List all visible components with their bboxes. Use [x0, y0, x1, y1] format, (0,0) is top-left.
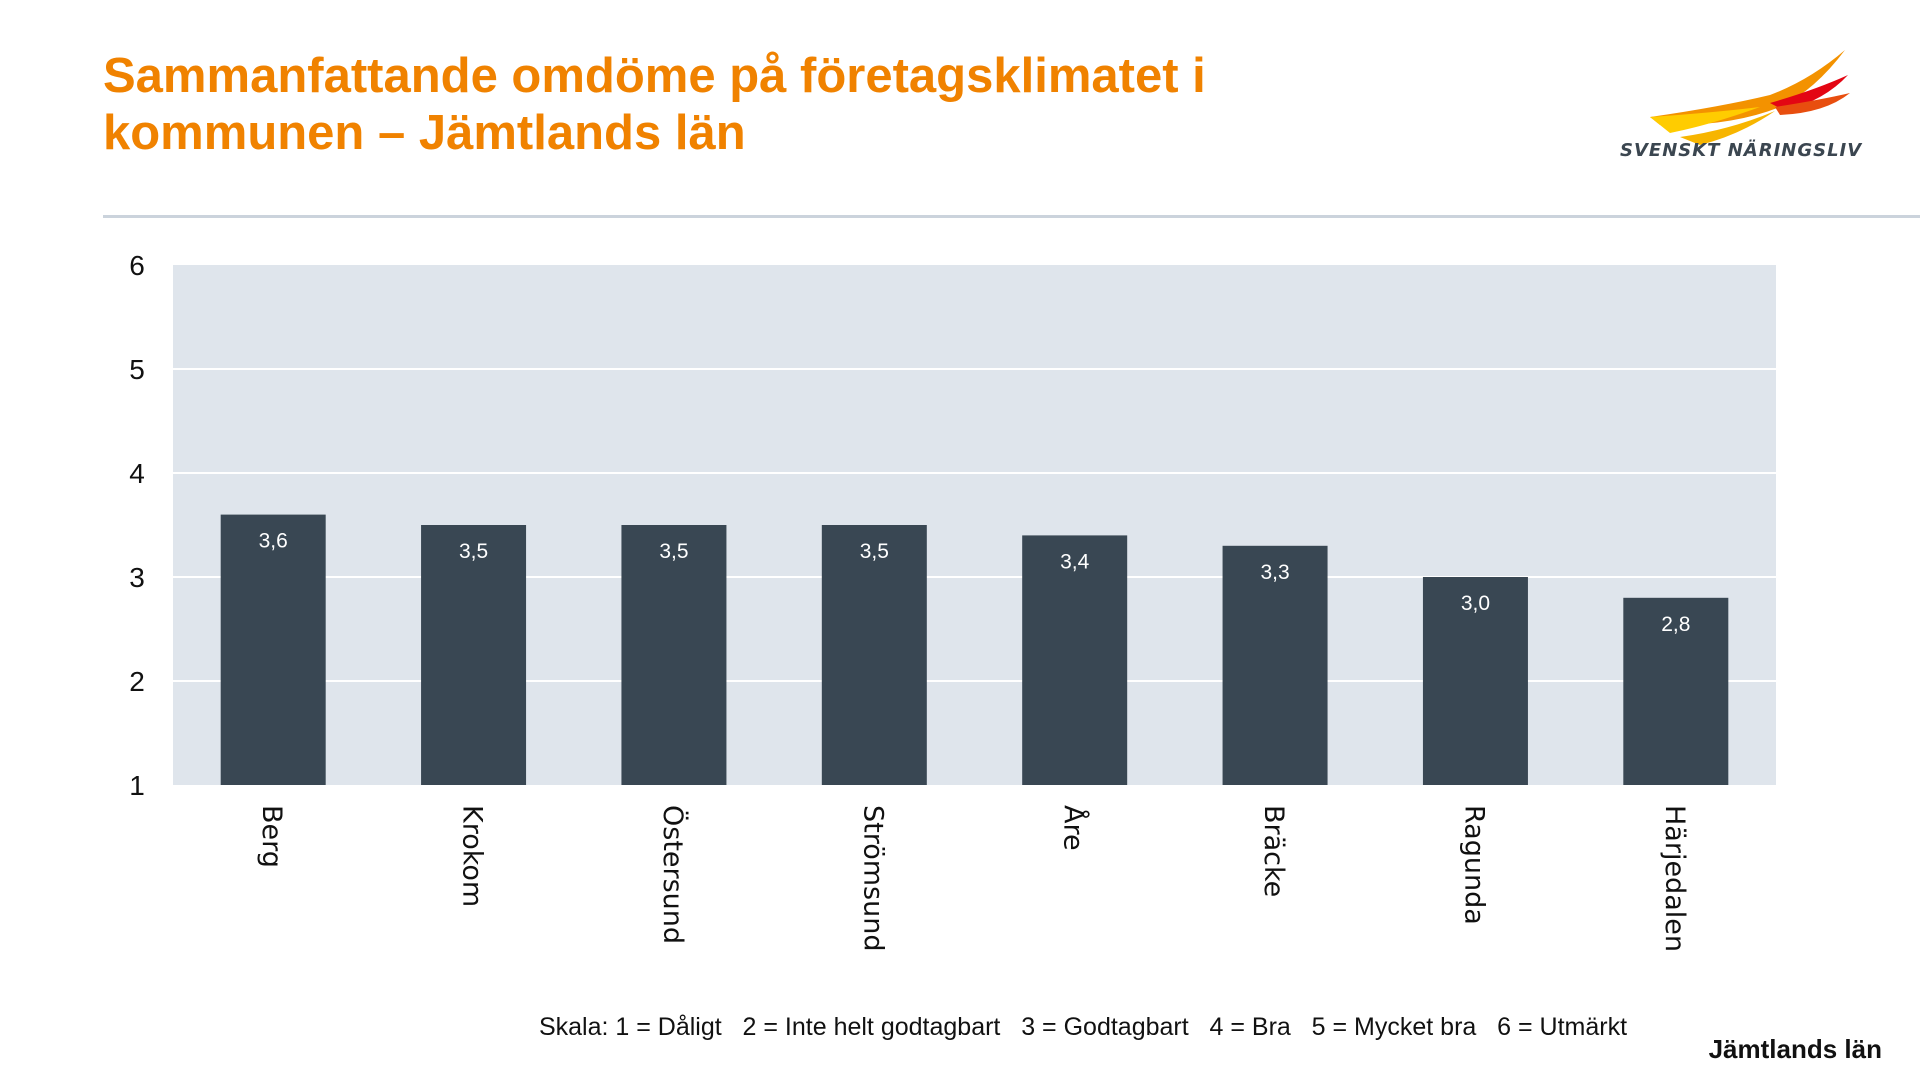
plot-area	[173, 265, 1776, 785]
data-label: 3,5	[659, 540, 688, 563]
y-tick-label: 4	[129, 458, 145, 489]
bar	[421, 525, 527, 785]
x-tick-label: Härjedalen	[1659, 805, 1690, 952]
data-label: 3,5	[860, 540, 889, 563]
data-label: 3,4	[1060, 550, 1090, 573]
bar-chart: 1 2 3 4 5 6 3,6 Berg 3,5 Krokom 3,5 Östersund 3,5 Str…	[129, 250, 1776, 952]
scale-legend: Skala: 1 = Dåligt 2 = Inte helt godtagba…	[538, 1013, 1628, 1041]
bar	[621, 525, 727, 785]
bar	[1422, 577, 1528, 785]
y-tick-label: 1	[129, 770, 145, 801]
x-tick-label: Åre	[1058, 805, 1090, 851]
data-label: 2,8	[1661, 613, 1690, 636]
x-tick-label: Berg	[256, 805, 287, 868]
x-tick-label: Östersund	[657, 805, 689, 944]
svenskt-naringsliv-logo	[1650, 50, 1850, 145]
y-tick-label: 2	[129, 666, 145, 697]
region-label: Jämtlands län	[1708, 1034, 1882, 1064]
header-divider	[103, 215, 1920, 218]
y-tick-label: 6	[129, 250, 145, 281]
y-tick-label: 3	[129, 562, 145, 593]
logo-text: SVENSKT NÄRINGSLIV	[1620, 140, 1863, 161]
bar	[1623, 597, 1729, 785]
x-tick-label: Strömsund	[857, 805, 888, 951]
bar	[220, 514, 326, 785]
bar	[1222, 545, 1328, 785]
x-tick-label: Krokom	[457, 805, 488, 907]
data-label: 3,3	[1260, 561, 1289, 584]
bar	[1022, 535, 1128, 785]
page-title: Sammanfattande omdöme på företagsklimate…	[103, 49, 1206, 160]
bar	[821, 525, 927, 785]
x-tick-label: Bräcke	[1258, 805, 1289, 897]
data-label: 3,0	[1461, 592, 1490, 615]
data-label: 3,6	[259, 530, 288, 553]
data-label: 3,5	[459, 540, 488, 563]
x-tick-label: Ragunda	[1458, 805, 1489, 925]
bird-wing-icon	[1650, 50, 1850, 145]
y-tick-label: 5	[129, 354, 145, 385]
